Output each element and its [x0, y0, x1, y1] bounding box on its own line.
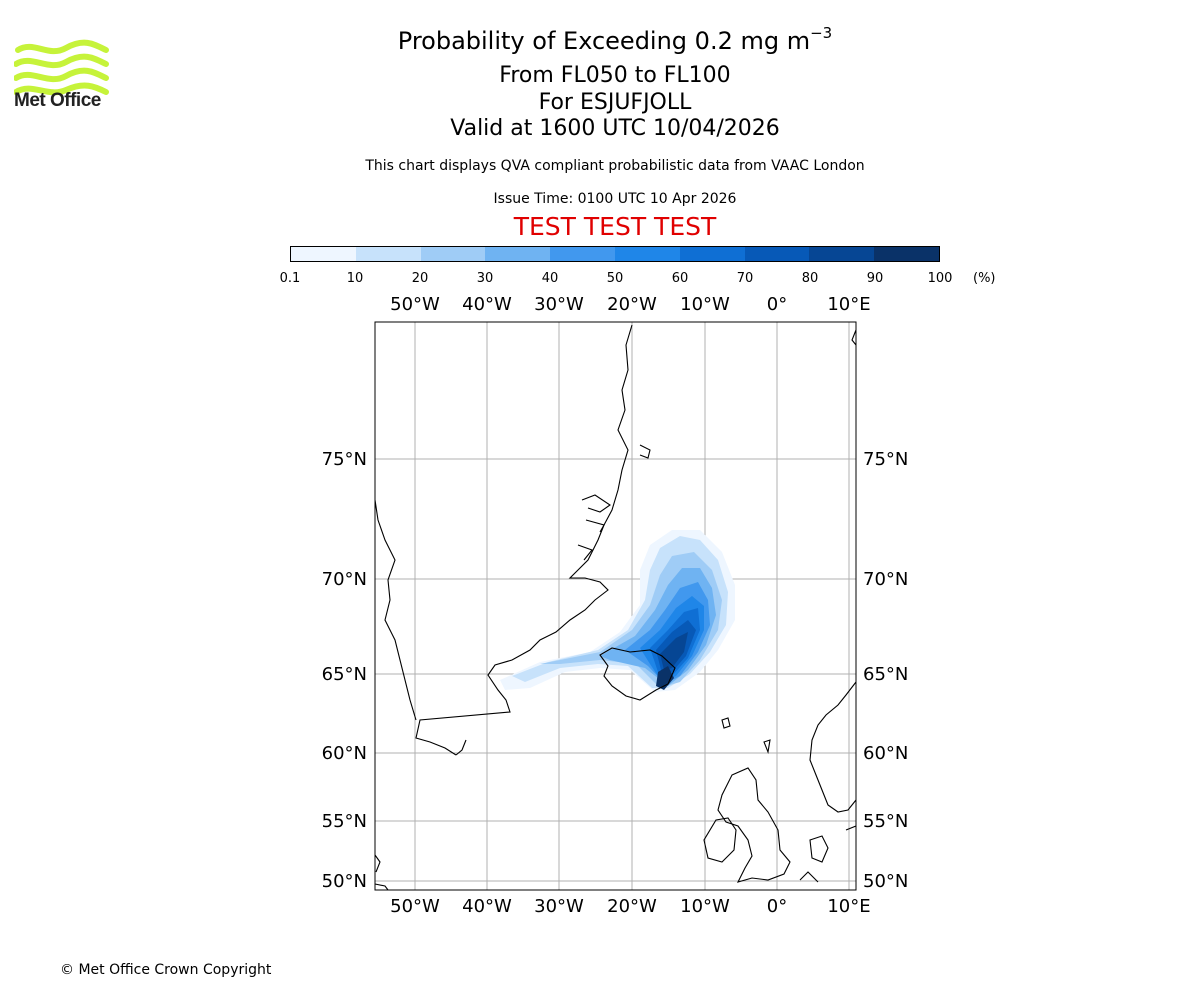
colorbar-tick-label: 80 [801, 271, 819, 286]
map-frame [374, 321, 857, 891]
lat-label-right: 75°N [863, 449, 908, 470]
colorbar-segment [874, 247, 939, 261]
colorbar-segment [679, 247, 745, 261]
longitude-labels: 50°W 40°W 30°W 20°W 10°W 0° 10°E 50°W 40… [390, 294, 870, 917]
valid-time: Valid at 1600 UTC 10/04/2026 [450, 116, 780, 141]
lon-label-top: 40°W [462, 294, 512, 315]
lat-label-left: 50°N [322, 871, 367, 892]
colorbar-tick-label: 0.1 [279, 271, 301, 286]
lon-label-top: 0° [767, 294, 787, 315]
lon-label-bottom: 10°E [827, 896, 870, 917]
colorbar [290, 246, 940, 262]
lat-label-left: 70°N [322, 569, 367, 590]
lon-label-top: 50°W [390, 294, 440, 315]
colorbar-tick-label: 90 [866, 271, 884, 286]
flight-levels: From FL050 to FL100 [499, 63, 731, 88]
colorbar-segment [291, 247, 356, 261]
lat-label-right: 55°N [863, 811, 908, 832]
colorbar-unit: (%) [973, 271, 996, 286]
gridlines [375, 322, 856, 890]
chart-title: Probability of Exceeding 0.2 mg m−3 [397, 24, 833, 55]
colorbar-tick-label: 50 [606, 271, 624, 286]
lon-label-top: 30°W [534, 294, 584, 315]
lon-label-top: 10°E [827, 294, 870, 315]
latitude-labels: 75°N 70°N 65°N 60°N 55°N 50°N 75°N 70°N … [322, 449, 909, 892]
logo-text: Met Office [14, 90, 101, 111]
colorbar-tick-label: 40 [541, 271, 559, 286]
colorbar-tick-label: 20 [411, 271, 429, 286]
ash-probability-field [500, 530, 735, 692]
coastlines [374, 324, 857, 891]
colorbar-tick-label: 60 [671, 271, 689, 286]
lon-label-bottom: 10°W [680, 896, 730, 917]
lat-label-left: 60°N [322, 743, 367, 764]
lon-label-bottom: 30°W [534, 896, 584, 917]
colorbar-segment [485, 247, 551, 261]
lat-label-left: 65°N [322, 664, 367, 685]
colorbar-segment [744, 247, 810, 261]
lat-label-right: 65°N [863, 664, 908, 685]
lon-label-top: 20°W [607, 294, 657, 315]
lat-label-right: 70°N [863, 569, 908, 590]
copyright: © Met Office Crown Copyright [60, 962, 272, 978]
lat-label-right: 50°N [863, 871, 908, 892]
test-banner: TEST TEST TEST [513, 212, 717, 241]
lon-label-bottom: 50°W [390, 896, 440, 917]
lon-label-bottom: 40°W [462, 896, 512, 917]
colorbar-segment [809, 247, 875, 261]
colorbar-tick-label: 10 [346, 271, 364, 286]
volcano-name: For ESJUFJOLL [538, 90, 692, 115]
met-office-logo-icon [14, 39, 109, 96]
colorbar-segment [614, 247, 680, 261]
lat-label-left: 55°N [322, 811, 367, 832]
lon-label-bottom: 0° [767, 896, 787, 917]
lat-label-right: 60°N [863, 743, 908, 764]
colorbar-tick-label: 100 [927, 271, 953, 286]
colorbar-segment [550, 247, 615, 261]
colorbar-tick-label: 30 [476, 271, 494, 286]
lat-label-left: 75°N [322, 449, 367, 470]
disclaimer: This chart displays QVA compliant probab… [365, 158, 865, 174]
lon-label-top: 10°W [680, 294, 730, 315]
lon-label-bottom: 20°W [607, 896, 657, 917]
issue-time: Issue Time: 0100 UTC 10 Apr 2026 [493, 191, 737, 207]
colorbar-segment [355, 247, 421, 261]
colorbar-tick-label: 70 [736, 271, 754, 286]
colorbar-segment [420, 247, 486, 261]
